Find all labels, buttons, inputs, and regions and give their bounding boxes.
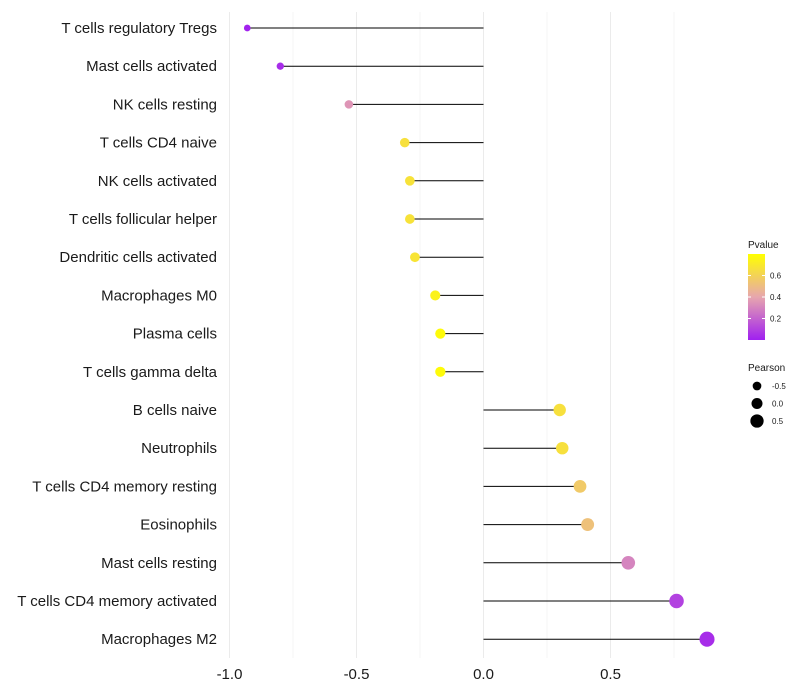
category-label: T cells follicular helper (69, 211, 217, 228)
grid-lines (229, 12, 675, 658)
category-label: T cells regulatory Tregs (61, 20, 217, 37)
category-label: T cells gamma delta (83, 364, 218, 381)
size-legend-label: -0.5 (772, 382, 786, 391)
category-label: NK cells activated (98, 173, 217, 190)
size-legend: Pearson -0.5 0.0 0.5 (748, 363, 786, 428)
size-legend-title: Pearson (748, 363, 785, 374)
category-label: Macrophages M0 (101, 287, 217, 304)
lollipop-point (399, 137, 410, 148)
color-legend-label: 0.6 (770, 272, 782, 281)
points (243, 24, 715, 647)
size-legend-label: 0.0 (772, 400, 784, 409)
lollipop-point (435, 366, 446, 377)
category-label: Eosinophils (140, 517, 217, 534)
color-legend-title: Pvalue (748, 240, 779, 251)
lollipop-point (430, 290, 441, 301)
color-legend: Pvalue 0.2 0.4 0.6 (748, 240, 782, 340)
lollipop-point (699, 631, 715, 647)
color-legend-label: 0.2 (770, 315, 782, 324)
lollipop-point (573, 480, 587, 493)
lollipop-point (405, 214, 415, 224)
category-label: Plasma cells (133, 326, 217, 343)
category-label: Mast cells activated (86, 58, 217, 75)
lollipop-point (621, 555, 636, 570)
x-tick-label: -0.5 (344, 666, 370, 683)
x-axis-ticks: -1.0 -0.5 0.0 0.5 (217, 666, 621, 683)
lollipop-point (243, 24, 251, 32)
lollipop-point (669, 593, 684, 609)
category-labels: T cells regulatory Tregs Mast cells activ… (17, 20, 217, 648)
lollipop-point (556, 441, 569, 455)
category-label: Macrophages M2 (101, 631, 217, 648)
x-tick-label: 0.0 (473, 666, 494, 683)
lollipop-point (410, 252, 420, 263)
lollipop-point (344, 100, 354, 109)
category-label: B cells naive (133, 402, 217, 419)
category-label: Mast cells resting (101, 555, 217, 572)
lollipop-point (435, 328, 446, 339)
size-legend-point (750, 414, 764, 428)
size-legend-point (751, 398, 763, 409)
stems (247, 27, 708, 640)
color-legend-label: 0.4 (770, 293, 782, 302)
color-legend-bar (748, 254, 765, 340)
size-legend-point (752, 381, 762, 391)
lollipop-point (553, 403, 566, 417)
category-label: NK cells resting (113, 96, 217, 113)
category-label: Dendritic cells activated (59, 249, 217, 266)
lollipop-point (276, 62, 284, 70)
category-label: T cells CD4 memory activated (17, 593, 217, 610)
category-label: T cells CD4 naive (100, 135, 217, 152)
lollipop-point (581, 518, 595, 532)
lollipop-point (405, 175, 415, 186)
category-label: T cells CD4 memory resting (32, 478, 217, 495)
size-legend-label: 0.5 (772, 417, 784, 426)
x-tick-label: 0.5 (600, 666, 621, 683)
category-label: Neutrophils (141, 440, 217, 457)
x-tick-label: -1.0 (217, 666, 243, 683)
